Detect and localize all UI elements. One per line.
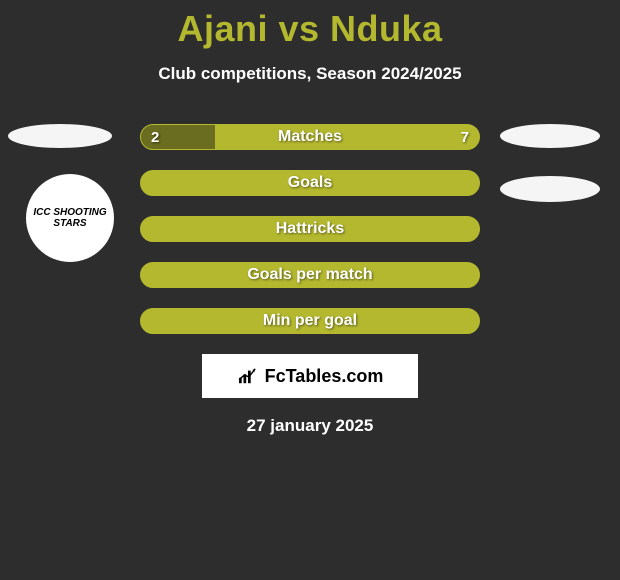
stat-bar-goals: Goals [140,170,480,196]
stat-row-gpm: Goals per match [0,262,620,290]
stat-row-mpg: Min per goal [0,308,620,336]
page-title: Ajani vs Nduka [0,0,620,50]
date-line: 27 january 2025 [0,416,620,436]
stat-bar-gpm: Goals per match [140,262,480,288]
stat-value-right-matches: 7 [461,125,469,149]
stat-label-gpm: Goals per match [141,263,479,287]
stat-row-hattricks: Hattricks [0,216,620,244]
stat-bar-hattricks: Hattricks [140,216,480,242]
chart-icon [237,367,259,385]
stat-label-goals: Goals [141,171,479,195]
watermark-text: FcTables.com [265,366,384,387]
stat-bar-matches: 2 Matches 7 [140,124,480,150]
stat-label-mpg: Min per goal [141,309,479,333]
stat-row-goals: Goals [0,170,620,198]
stat-row-matches: 2 Matches 7 [0,124,620,152]
stat-label-hattricks: Hattricks [141,217,479,241]
stat-bar-mpg: Min per goal [140,308,480,334]
stat-label-matches: Matches [141,125,479,149]
watermark[interactable]: FcTables.com [202,354,418,398]
subtitle: Club competitions, Season 2024/2025 [0,64,620,84]
comparison-area: ICC SHOOTING STARS 2 Matches 7 Goals Hat… [0,124,620,436]
